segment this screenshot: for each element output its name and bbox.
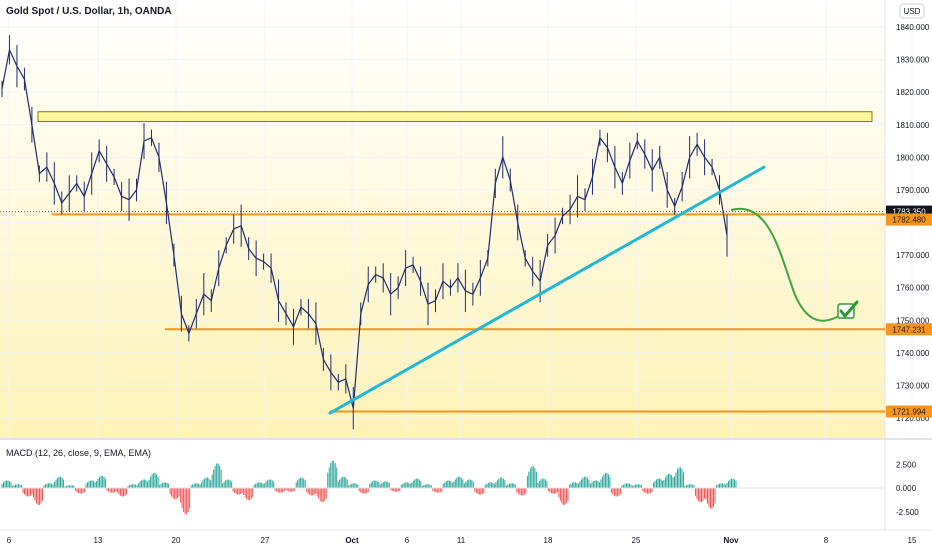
price-tag-box [886, 405, 932, 418]
axis-background [885, 0, 932, 530]
price-tag-box [886, 323, 932, 336]
time-tick-label: 8 [824, 536, 829, 545]
time-tick-label: Oct [345, 536, 359, 545]
price-tag-label: 1721.994 [892, 408, 926, 417]
grid [0, 0, 913, 438]
time-tick-label: 13 [94, 536, 103, 545]
price-tag-box [886, 213, 932, 226]
macd-tick-label: 0.000 [896, 484, 917, 493]
time-axis[interactable]: 6 13 20 27 Oct 6 11 18 25 Nov 8 15 [7, 536, 917, 545]
trendline[interactable] [328, 165, 766, 415]
price-tick-label: 1730.000 [896, 381, 930, 390]
price-line [1, 47, 728, 409]
price-tick-label: 1770.000 [896, 251, 930, 260]
price-tick-label: 1810.000 [896, 121, 930, 130]
price-tag-label: 1747.231 [892, 325, 926, 334]
ascending-trendline [328, 165, 766, 415]
time-tick-label: 6 [405, 536, 410, 545]
price-tick-label: 1830.000 [896, 56, 930, 65]
currency-badge[interactable] [899, 3, 925, 19]
macd-label: MACD (12, 26, close, 9, EMA, EMA) [6, 448, 151, 458]
price-tick-label: 1790.000 [896, 186, 930, 195]
checkmark-icon [837, 300, 859, 319]
time-tick-label: Nov [723, 536, 739, 545]
time-tick-label: 18 [544, 536, 553, 545]
macd-histogram [0, 460, 885, 515]
price-tick-label: 1760.000 [896, 284, 930, 293]
price-series [1, 35, 728, 430]
macd-tick-label: -2.500 [896, 508, 919, 517]
projection-curve [730, 207, 846, 322]
resistance-zone-box [37, 111, 873, 122]
macd-tick-label: 2.500 [896, 460, 917, 469]
currency-label: USD [904, 7, 921, 16]
price-tick-label: 1820.000 [896, 88, 930, 97]
time-tick-label: 27 [261, 536, 270, 545]
time-tick-label: 25 [632, 536, 641, 545]
price-tick-label: 1840.000 [896, 23, 930, 32]
time-tick-label: 11 [457, 536, 466, 545]
time-tick-label: 6 [7, 536, 12, 545]
price-tag-label: 1782.480 [892, 216, 926, 225]
time-tick-label: 20 [172, 536, 181, 545]
resistance-zone[interactable] [37, 111, 873, 122]
price-tick-label: 1800.000 [896, 153, 930, 162]
chart-title: Gold Spot / U.S. Dollar, 1h, OANDA [6, 6, 172, 17]
time-tick-label: 15 [908, 536, 917, 545]
price-tick-label: 1750.000 [896, 316, 930, 325]
projection-path[interactable] [730, 207, 846, 322]
support-levels[interactable] [0, 211, 885, 413]
macd-axis[interactable]: 2.500 0.000 -2.500 [896, 460, 919, 517]
price-tag-label: 1783.350 [892, 208, 926, 217]
price-tick-label: 1740.000 [896, 349, 930, 358]
price-tick-label: 1720.000 [896, 414, 930, 423]
main-pane-background [0, 0, 885, 438]
